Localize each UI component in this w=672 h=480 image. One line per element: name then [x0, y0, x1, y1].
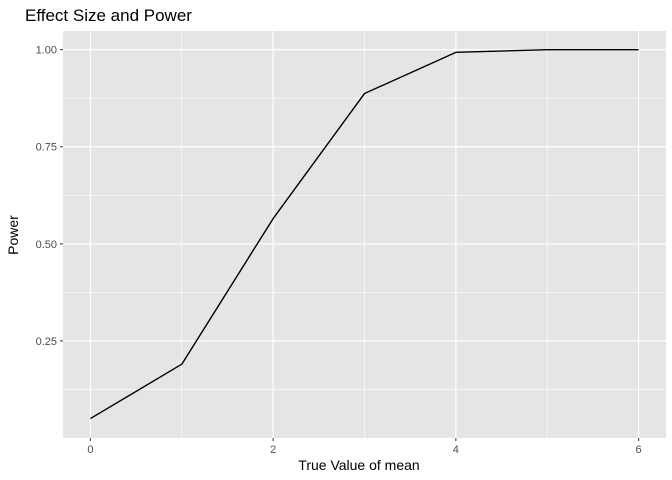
chart-title: Effect Size and Power: [25, 6, 192, 25]
grid-major: [63, 31, 666, 438]
y-tick-label: 0.25: [36, 336, 57, 348]
y-axis-ticks: 0.25 0.50 0.75 1.00: [36, 45, 63, 348]
y-axis-label: Power: [5, 215, 21, 255]
grid-minor: [63, 31, 666, 438]
x-axis-ticks: 0 2 4 6: [87, 438, 642, 456]
x-tick-label: 0: [87, 444, 93, 456]
x-axis-label: True Value of mean: [298, 457, 419, 473]
series-layer: [90, 48, 639, 420]
x-tick-label: 2: [270, 444, 276, 456]
x-tick-label: 6: [636, 444, 642, 456]
y-tick-label: 1.00: [36, 45, 57, 57]
y-tick-label: 0.75: [36, 142, 57, 154]
series-line: [90, 48, 639, 420]
x-tick-label: 4: [453, 444, 459, 456]
y-tick-label: 0.50: [36, 239, 57, 251]
